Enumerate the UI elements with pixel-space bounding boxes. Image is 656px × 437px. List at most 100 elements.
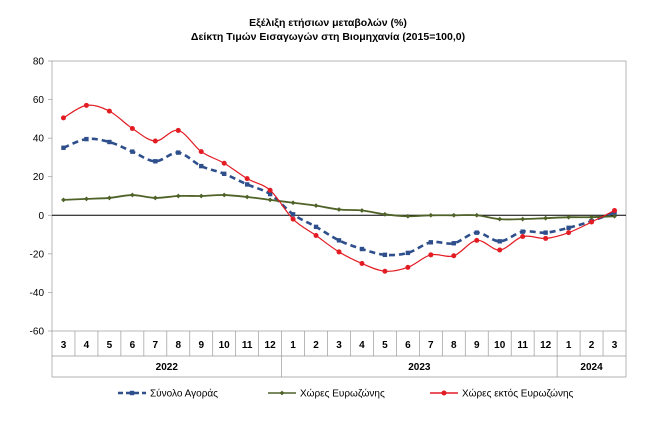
data-point-eurozone [290, 200, 296, 206]
data-point-total-market [244, 182, 250, 187]
x-tick-label: 11 [242, 340, 253, 351]
data-point-total-market [382, 252, 388, 258]
data-point-non-eurozone [451, 253, 457, 259]
x-tick-label: 9 [198, 340, 204, 351]
year-label: 2022 [156, 362, 179, 373]
data-point-non-eurozone [83, 102, 89, 108]
x-tick-label: 1 [566, 340, 572, 351]
data-point-eurozone [198, 193, 204, 199]
data-point-non-eurozone [152, 138, 158, 144]
year-label: 2023 [408, 362, 431, 373]
x-tick-label: 5 [382, 340, 388, 351]
x-tick-label: 12 [540, 340, 552, 351]
x-tick-label: 2 [589, 340, 595, 351]
data-point-eurozone [152, 195, 158, 201]
data-point-non-eurozone [106, 108, 112, 114]
x-tick-label: 8 [451, 340, 457, 351]
data-point-eurozone [428, 212, 434, 218]
data-point-eurozone [474, 212, 480, 218]
x-tick-label: 7 [428, 340, 434, 351]
x-tick-label: 6 [405, 340, 411, 351]
x-tick-label: 5 [107, 340, 113, 351]
data-point-total-market [84, 136, 89, 142]
data-point-non-eurozone [175, 127, 181, 133]
data-point-eurozone [129, 192, 135, 198]
data-point-non-eurozone [589, 219, 595, 225]
legend-label: Χώρες εκτός Ευρωζώνης [462, 388, 574, 400]
data-point-total-market [520, 229, 525, 234]
y-tick-label: -40 [30, 288, 45, 299]
data-point-non-eurozone [428, 252, 434, 258]
data-point-total-market [497, 239, 502, 244]
legend-label: Σύνολο Αγοράς [150, 388, 218, 400]
plot-area-border [51, 60, 627, 332]
legend-swatch-marker [129, 390, 135, 396]
x-tick-label: 3 [61, 340, 67, 351]
data-point-eurozone [612, 213, 617, 219]
data-point-eurozone [175, 193, 181, 199]
data-point-total-market [153, 159, 158, 164]
legend-item-non-eurozone: Χώρες εκτός Ευρωζώνης [430, 388, 574, 400]
x-tick-label: 10 [219, 340, 231, 351]
legend-swatch-marker [279, 390, 285, 396]
y-tick-label: 60 [33, 95, 45, 106]
x-tick-label: 11 [517, 340, 528, 351]
x-tick-label: 2 [313, 340, 319, 351]
series-eurozone [61, 192, 617, 222]
data-point-total-market [61, 145, 66, 150]
data-point-non-eurozone [313, 233, 319, 239]
data-point-eurozone [107, 195, 112, 201]
x-tick-label: 4 [84, 340, 90, 351]
x-tick-label: 6 [130, 340, 136, 351]
x-tick-label: 3 [612, 340, 618, 351]
data-point-non-eurozone [198, 149, 204, 155]
data-point-non-eurozone [290, 216, 296, 222]
legend-item-eurozone: Χώρες Ευρωζώνης [268, 388, 385, 400]
data-point-total-market [405, 250, 411, 256]
data-point-non-eurozone [359, 261, 365, 266]
data-point-total-market [290, 212, 296, 217]
series-line-non-eurozone [63, 104, 615, 272]
data-point-total-market [543, 230, 548, 235]
x-tick-label: 7 [153, 340, 159, 351]
data-point-eurozone [566, 214, 571, 220]
data-point-eurozone [451, 212, 457, 218]
data-point-eurozone [221, 192, 227, 198]
data-point-total-market [130, 149, 135, 154]
data-point-eurozone [520, 216, 526, 222]
data-point-total-market [199, 163, 204, 169]
data-point-total-market [474, 230, 479, 235]
data-point-total-market [176, 150, 181, 155]
y-tick-label: 0 [38, 211, 44, 222]
data-point-non-eurozone [543, 235, 549, 241]
x-tick-label: 10 [494, 340, 506, 351]
data-point-eurozone [61, 197, 66, 203]
data-point-non-eurozone [60, 115, 66, 121]
x-tick-label: 9 [474, 340, 480, 351]
data-point-total-market [336, 238, 342, 243]
y-tick-label: 80 [33, 57, 45, 68]
y-tick-label: 20 [33, 172, 45, 183]
x-tick-label: 8 [175, 340, 181, 351]
chart-title: Εξέλιξη ετήσιων μεταβολών (%) [249, 17, 407, 29]
y-tick-label: 40 [33, 134, 45, 145]
data-point-eurozone [382, 211, 388, 217]
series-non-eurozone [60, 102, 618, 274]
data-point-total-market [359, 246, 365, 252]
data-point-eurozone [84, 196, 89, 202]
data-point-non-eurozone [566, 230, 572, 236]
year-label: 2024 [580, 362, 603, 373]
x-tick-label: 12 [265, 340, 277, 351]
data-point-non-eurozone [497, 247, 503, 253]
data-point-eurozone [497, 216, 503, 222]
data-point-eurozone [543, 215, 549, 221]
data-point-non-eurozone [474, 237, 480, 243]
series-group [60, 102, 618, 274]
data-point-total-market [428, 240, 434, 245]
data-point-total-market [451, 241, 456, 246]
data-point-non-eurozone [267, 187, 273, 193]
x-tick-label: 4 [359, 340, 365, 351]
data-point-eurozone [336, 207, 342, 212]
